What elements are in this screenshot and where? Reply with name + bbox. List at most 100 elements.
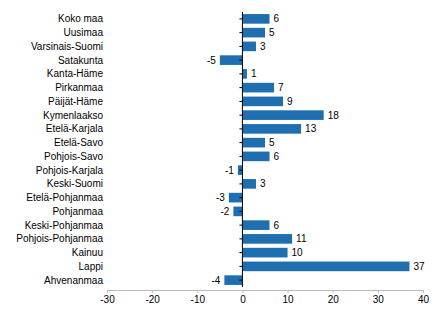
category-label: Päijät-Häme bbox=[48, 96, 103, 107]
bar bbox=[242, 220, 269, 230]
bar bbox=[242, 179, 256, 189]
bar bbox=[242, 124, 301, 134]
tick-label: 30 bbox=[373, 294, 385, 305]
tick-label: 0 bbox=[240, 294, 246, 305]
data-label: 7 bbox=[278, 82, 284, 93]
category-label: Kanta-Häme bbox=[47, 68, 104, 79]
tick-label: 10 bbox=[283, 294, 295, 305]
category-tick bbox=[239, 238, 242, 239]
category-label: Pohjois-Pohjanmaa bbox=[16, 233, 103, 244]
bar bbox=[242, 97, 283, 107]
category-tick bbox=[239, 266, 242, 267]
plot: Koko maaUusimaaVarsinais-SuomiSatakuntaK… bbox=[16, 12, 429, 305]
tick-label: -20 bbox=[145, 294, 160, 305]
category-tick bbox=[239, 252, 242, 253]
category-tick bbox=[239, 142, 242, 143]
bars bbox=[220, 14, 410, 285]
data-label: -4 bbox=[211, 275, 220, 286]
tick-mark bbox=[378, 290, 379, 293]
tick: -10 bbox=[191, 290, 206, 305]
data-label: 10 bbox=[292, 247, 304, 258]
tick: 20 bbox=[328, 290, 340, 305]
tick: 0 bbox=[240, 290, 246, 305]
bar bbox=[242, 110, 323, 120]
bar bbox=[242, 69, 247, 79]
bar bbox=[242, 83, 274, 93]
category-label: Ahvenanmaa bbox=[44, 275, 103, 286]
category-label: Satakunta bbox=[58, 55, 103, 66]
data-label: 11 bbox=[296, 233, 307, 244]
data-label: 6 bbox=[274, 220, 280, 231]
data-label: -3 bbox=[216, 192, 225, 203]
tick: 40 bbox=[418, 290, 430, 305]
bar bbox=[242, 14, 269, 24]
bar bbox=[233, 207, 242, 217]
tick-label: 40 bbox=[418, 294, 430, 305]
data-label: 37 bbox=[413, 261, 425, 272]
bar bbox=[242, 248, 287, 258]
category-label: Kainuu bbox=[72, 247, 103, 258]
bar bbox=[242, 138, 265, 148]
category-label: Varsinais-Suomi bbox=[31, 41, 103, 52]
category-label: Pirkanmaa bbox=[55, 82, 103, 93]
bar bbox=[242, 234, 292, 244]
data-label: 18 bbox=[328, 110, 340, 121]
tick-mark bbox=[242, 290, 243, 293]
category-labels: Koko maaUusimaaVarsinais-SuomiSatakuntaK… bbox=[16, 13, 103, 285]
category-tick bbox=[239, 225, 242, 226]
data-label: 3 bbox=[260, 41, 266, 52]
category-tick bbox=[239, 128, 242, 129]
tick-label: -30 bbox=[100, 294, 115, 305]
category-label: Kymenlaakso bbox=[43, 110, 103, 121]
bar bbox=[242, 152, 269, 162]
tick: 30 bbox=[373, 290, 385, 305]
chart: Koko maaUusimaaVarsinais-SuomiSatakuntaK… bbox=[0, 0, 442, 315]
category-tick bbox=[239, 32, 242, 33]
category-tick bbox=[239, 115, 242, 116]
bar bbox=[242, 42, 256, 52]
tick-mark bbox=[288, 290, 289, 293]
category-tick bbox=[239, 18, 242, 19]
data-label: 6 bbox=[274, 13, 280, 24]
x-axis: -30 -20 -10 0 10 20 30 40 bbox=[100, 290, 429, 305]
bar bbox=[238, 165, 243, 175]
bar bbox=[229, 193, 243, 203]
category-label: Koko maa bbox=[58, 13, 103, 24]
data-label: 13 bbox=[305, 123, 317, 134]
category-tick bbox=[239, 156, 242, 157]
category-label: Pohjois-Savo bbox=[44, 151, 103, 162]
tick-mark bbox=[197, 290, 198, 293]
category-tick bbox=[239, 46, 242, 47]
data-label: 5 bbox=[269, 27, 275, 38]
category-label: Lappi bbox=[79, 261, 103, 272]
data-labels: 653-5179181356-13-3-26111037-4 bbox=[207, 13, 425, 285]
category-tick bbox=[239, 211, 242, 212]
baseline bbox=[239, 12, 242, 287]
tick: -30 bbox=[100, 290, 115, 305]
data-label: 1 bbox=[251, 68, 257, 79]
tick-mark bbox=[152, 290, 153, 293]
tick: 10 bbox=[283, 290, 295, 305]
category-tick bbox=[239, 170, 242, 171]
zero-line bbox=[242, 12, 243, 287]
category-tick bbox=[239, 183, 242, 184]
data-label: -2 bbox=[220, 206, 229, 217]
category-tick bbox=[239, 87, 242, 88]
tick: -20 bbox=[145, 290, 160, 305]
category-label: Pohjanmaa bbox=[52, 206, 103, 217]
category-tick bbox=[239, 73, 242, 74]
data-label: 9 bbox=[287, 96, 293, 107]
data-label: 3 bbox=[260, 178, 266, 189]
bar bbox=[242, 262, 409, 272]
tick-mark bbox=[107, 290, 108, 293]
category-label: Pohjois-Karjala bbox=[36, 165, 104, 176]
data-label: -5 bbox=[207, 55, 216, 66]
category-tick bbox=[239, 197, 242, 198]
category-tick bbox=[239, 280, 242, 281]
category-label: Etelä-Pohjanmaa bbox=[26, 192, 103, 203]
tick-mark bbox=[333, 290, 334, 293]
category-label: Keski-Suomi bbox=[47, 178, 103, 189]
tick-label: -10 bbox=[191, 294, 206, 305]
tick-label: 20 bbox=[328, 294, 340, 305]
bar bbox=[242, 28, 265, 38]
